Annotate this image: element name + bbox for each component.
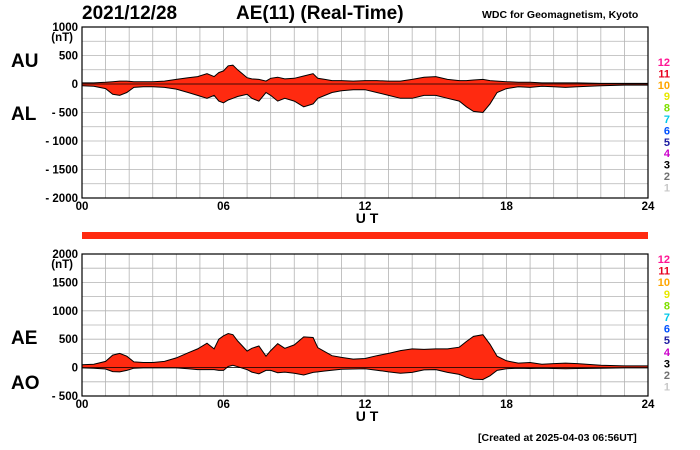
date-label: 2021/12/28 [82,3,178,24]
au-al-area [82,65,648,113]
ae-ao-legend-station: 10 [658,277,670,289]
ae-ao-legend-station: 4 [664,347,671,359]
au-al-legend-station: 5 [664,137,670,149]
ae-ao-ytick-label: - 500 [52,391,78,403]
au-al-unit-label: (nT) [51,32,73,44]
ae-ao-upper-series [81,332,648,367]
organization-label: WDC for Geomagnetism, Kyoto [482,9,639,21]
au-al-legend-station: 10 [658,80,670,92]
au-al-lower-series [81,84,648,114]
au-al-ytick-label: - 500 [52,108,78,120]
au-al-ytick-label: 500 [59,51,78,63]
ae-ao-ytick-label: 1000 [52,306,78,318]
ae-ao-xtick-label: 18 [500,399,513,411]
ae-label: AE [11,328,38,349]
au-al-xtick-label: 12 [359,201,372,213]
au-al-legend-station: 8 [664,103,670,115]
au-al-ytick-label: - 1500 [45,165,78,177]
ae-ao-xtick-label: 06 [217,399,230,411]
ae-ao-xtick-label: 00 [76,399,89,411]
au-al-xtick-label: 06 [217,201,230,213]
au-al-legend-station: 2 [664,171,670,183]
au-al-legend-station: 9 [664,91,670,103]
ae-ao-legend-station: 1 [664,382,670,394]
au-al-frame [81,26,649,199]
au-al-legend-station: 12 [658,57,670,69]
ae-ao-legend-station: 5 [664,335,670,347]
au-al-upper-series [82,64,648,84]
ae-ao-xaxis-label: U T [356,408,379,424]
ae-ao-legend-station: 11 [658,266,670,278]
ae-ao-xtick-label: 12 [359,399,372,411]
ae-ao-ytick-label: 500 [59,334,78,346]
au-al-ytick-label: - 1000 [45,136,78,148]
au-al-xtick-label: 24 [642,201,655,213]
ae-ao-legend-station: 12 [658,254,670,266]
ae-ao-ytick-label: 0 [72,363,78,375]
ae-ao-legend-station: 7 [664,312,670,324]
au-label: AU [11,51,39,72]
au-al-ytick-label: 0 [72,79,78,91]
ao-label: AO [11,373,40,394]
al-label: AL [11,104,37,125]
ae-ao-legend-station: 2 [664,370,670,382]
au-al-xtick-label: 18 [500,201,513,213]
ae-ao-legend-station: 3 [664,358,670,370]
au-al-xtick-label: 00 [76,201,89,213]
ae-ao-ytick-label: 2000 [52,249,78,261]
ae-ao-xtick-label: 24 [642,399,655,411]
ae-ao-unit-label: (nT) [51,259,73,271]
chart-title: AE(11) (Real-Time) [236,3,404,24]
ae-ao-frame [81,253,649,397]
ae-ao-legend-station: 6 [664,324,670,336]
created-timestamp: [Created at 2025-04-03 06:56UT] [478,432,637,444]
au-al-ytick-label: - 2000 [45,193,78,205]
au-al-xaxis-label: U T [356,210,379,226]
ae-ao-legend-station: 9 [664,289,670,301]
ae-ao-legend-station: 8 [664,300,670,312]
au-al-legend-station: 4 [664,148,671,160]
au-al-legend-station: 6 [664,125,670,137]
au-al-ytick-label: 1000 [52,22,78,34]
au-al-legend-station: 1 [664,182,670,194]
data-coverage-bar [82,232,648,239]
au-al-legend-station: 11 [658,68,670,80]
ae-ao-ytick-label: 1500 [52,277,78,289]
au-al-legend-station: 3 [664,160,670,172]
au-al-legend-station: 7 [664,114,670,126]
